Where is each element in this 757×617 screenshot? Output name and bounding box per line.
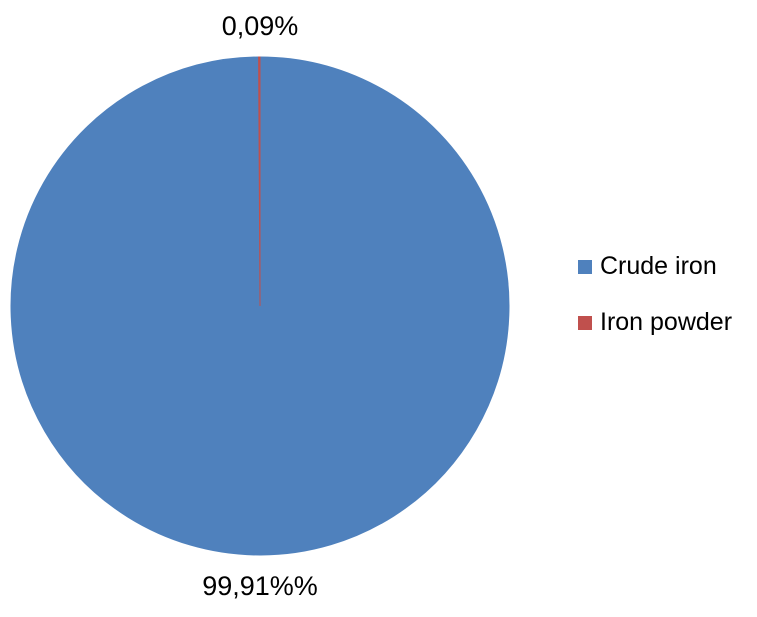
legend-item-iron-powder: Iron powder	[578, 308, 732, 336]
legend-label: Iron powder	[600, 308, 732, 336]
data-label-iron-powder: 0,09%	[222, 11, 299, 41]
pie-slice-iron-powder	[258, 56, 261, 307]
legend-swatch	[578, 260, 592, 274]
pie-slices	[10, 56, 510, 556]
legend: Crude iron Iron powder	[578, 252, 732, 336]
legend-swatch	[578, 316, 592, 330]
data-label-crude-iron: 99,91%%	[202, 571, 318, 601]
legend-item-crude-iron: Crude iron	[578, 252, 717, 280]
data-labels: 99,91%% 0,09%	[202, 11, 318, 601]
legend-label: Crude iron	[600, 252, 717, 280]
